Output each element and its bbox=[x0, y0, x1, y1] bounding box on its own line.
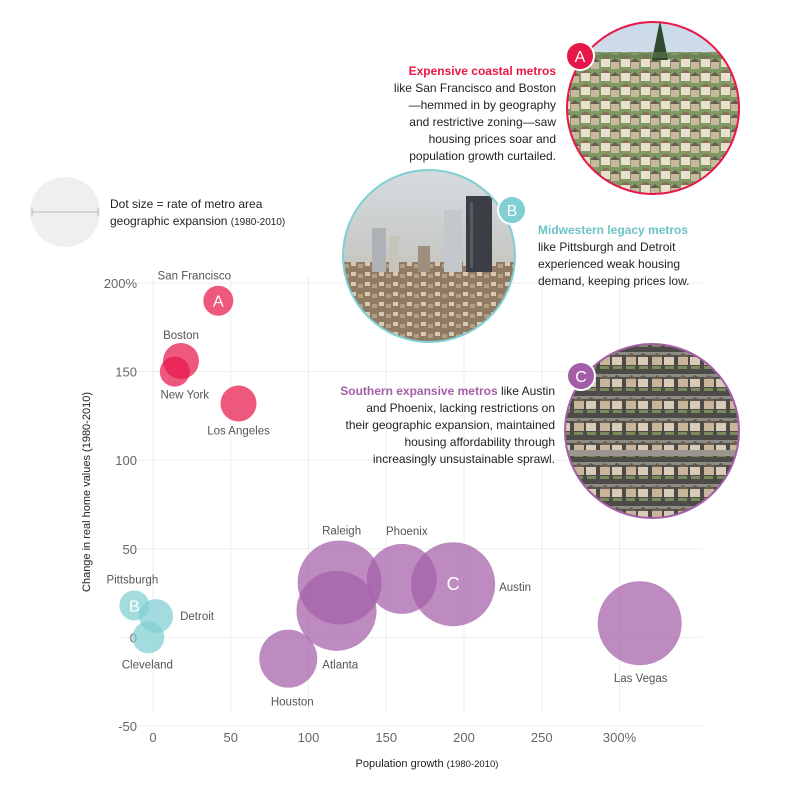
x-tick-label: 50 bbox=[224, 730, 238, 745]
annotation-midwest-lead: Midwestern legacy metros bbox=[538, 223, 689, 237]
label-pittsburgh: Pittsburgh bbox=[106, 575, 158, 587]
bubble-new-york bbox=[159, 356, 190, 387]
legend-size-bubble bbox=[30, 177, 100, 247]
label-houston: Houston bbox=[271, 697, 314, 709]
label-detroit: Detroit bbox=[180, 611, 215, 623]
x-tick-label: 150 bbox=[375, 730, 397, 745]
y-tick-label: 150 bbox=[115, 365, 137, 380]
x-tick-label: 0 bbox=[149, 730, 156, 745]
size-legend: Dot size = rate of metro area geographic… bbox=[110, 196, 300, 231]
legend-suffix: (1980-2010) bbox=[230, 217, 286, 228]
bubble-atlanta bbox=[259, 629, 318, 688]
annotation-southern: Southern expansive metros like Austin an… bbox=[340, 383, 555, 468]
photo-badge-letter-c: C bbox=[575, 369, 587, 386]
label-phoenix: Phoenix bbox=[386, 526, 428, 538]
y-tick-label: -50 bbox=[118, 719, 137, 734]
bubble-badge-b: B bbox=[129, 599, 140, 616]
legend-line-1: Dot size = rate of metro area bbox=[110, 197, 263, 211]
annotation-coastal: Expensive coastal metros like San Franci… bbox=[392, 63, 556, 165]
bubble-badge-a: A bbox=[213, 294, 224, 311]
photo-coastal-houses bbox=[566, 21, 740, 195]
bubble-las-vegas bbox=[597, 581, 682, 666]
bubble-badge-c: C bbox=[447, 574, 460, 594]
label-new-york: New York bbox=[160, 390, 209, 402]
photo-badge-b bbox=[497, 195, 527, 225]
annotation-midwest: Midwestern legacy metros like Pittsburgh… bbox=[538, 222, 704, 290]
annotation-southern-text: like Austin and Phoenix, lacking restric… bbox=[345, 384, 555, 466]
x-tick-label: 250 bbox=[531, 730, 553, 745]
photo-pittsburgh-skyline bbox=[342, 169, 516, 343]
y-tick-label: 50 bbox=[123, 542, 137, 557]
annotation-southern-lead: Southern expansive metros bbox=[340, 384, 498, 398]
y-tick-label: 200% bbox=[104, 276, 138, 291]
y-tick-label: 100 bbox=[115, 453, 137, 468]
bubble-austin bbox=[411, 542, 496, 627]
annotation-midwest-text: like Pittsburgh and Detroit experienced … bbox=[538, 240, 690, 288]
photo-badge-letter-b: B bbox=[507, 203, 518, 220]
annotation-coastal-text: like San Francisco and Boston—hemmed in … bbox=[393, 81, 556, 163]
label-atlanta: Atlanta bbox=[322, 660, 358, 672]
label-austin: Austin bbox=[499, 582, 531, 594]
label-raleigh: Raleigh bbox=[322, 525, 361, 537]
x-axis-title: Population growth (1980-2010) bbox=[356, 758, 499, 770]
bubble-unlabeled-metro bbox=[296, 570, 377, 651]
annotation-coastal-lead: Expensive coastal metros bbox=[408, 64, 556, 78]
photo-badge-letter-a: A bbox=[575, 49, 586, 66]
y-axis-title: Change in real home values (1980-2010) bbox=[81, 392, 93, 592]
bubble-san-francisco bbox=[203, 285, 234, 316]
photo-badge-a bbox=[565, 41, 595, 71]
x-tick-label: 300% bbox=[603, 730, 637, 745]
label-cleveland: Cleveland bbox=[122, 659, 173, 671]
bubble-cleveland bbox=[132, 621, 165, 654]
bubble-los-angeles bbox=[220, 385, 257, 422]
x-tick-label: 200 bbox=[453, 730, 475, 745]
label-boston: Boston bbox=[163, 330, 199, 342]
label-las-vegas: Las Vegas bbox=[614, 673, 668, 685]
label-los-angeles: Los Angeles bbox=[207, 425, 270, 437]
legend-line-2: geographic expansion bbox=[110, 214, 228, 228]
x-tick-label: 100 bbox=[298, 730, 320, 745]
label-san-francisco: San Francisco bbox=[158, 271, 232, 283]
photo-badge-c bbox=[566, 361, 596, 391]
